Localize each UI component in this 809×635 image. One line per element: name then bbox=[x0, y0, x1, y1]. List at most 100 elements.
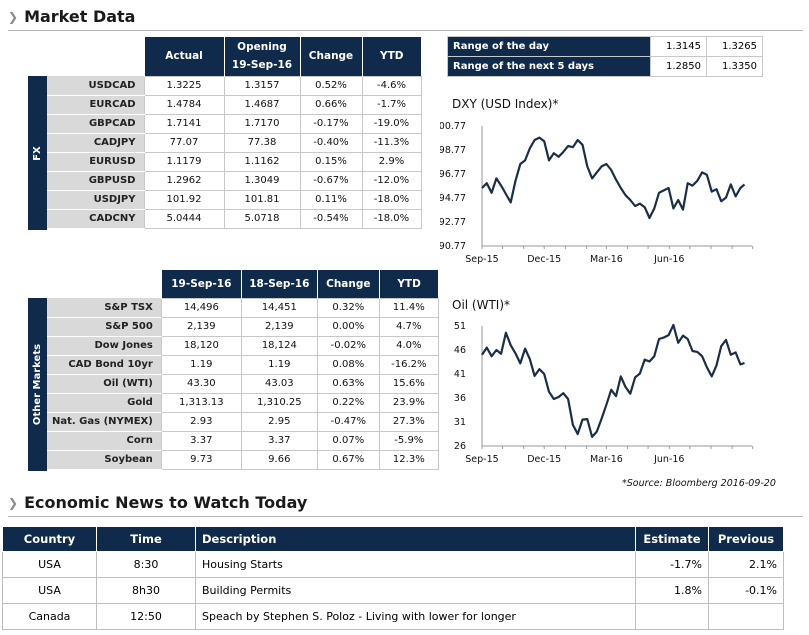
fx-actual-cell: 101.92 bbox=[143, 189, 225, 210]
oil-y-tick-label: 51 bbox=[454, 321, 466, 332]
other-change-cell: 0.07% bbox=[316, 430, 380, 451]
other-change-cell: 0.00% bbox=[316, 316, 380, 337]
fx-row-label: USDJPY bbox=[47, 190, 144, 210]
fx-change-cell: -0.17% bbox=[299, 113, 363, 134]
dxy-y-tick-label: 100.77 bbox=[440, 121, 466, 132]
other-date2-cell: 18,124 bbox=[240, 335, 318, 356]
source-note: *Source: Bloomberg 2016-09-20 bbox=[622, 478, 776, 489]
news-description-cell: Speach by Stephen S. Poloz - Living with… bbox=[195, 603, 636, 630]
range-row: Range of the day 1.3145 1.3265 bbox=[447, 36, 763, 57]
other-markets-row: S&P TSX 14,496 14,451 0.32% 11.4% bbox=[47, 297, 439, 318]
other-date2-cell: 3.37 bbox=[240, 430, 318, 451]
range-label: Range of the next 5 days bbox=[447, 56, 651, 77]
other-ytd-cell: 11.4% bbox=[378, 297, 439, 318]
fx-header-ytd: YTD bbox=[361, 37, 421, 76]
news-description-cell: Housing Starts bbox=[195, 551, 636, 578]
news-header-time: Time bbox=[96, 526, 196, 552]
other-date1-cell: 43.30 bbox=[160, 373, 242, 394]
fx-change-cell: 0.66% bbox=[299, 94, 363, 115]
other-row-label: S&P TSX bbox=[47, 298, 162, 318]
fx-change-cell: -0.67% bbox=[299, 170, 363, 191]
other-row-label: S&P 500 bbox=[47, 317, 162, 337]
fx-actual-cell: 77.07 bbox=[143, 132, 225, 153]
fx-header-opening: Opening 19-Sep-16 bbox=[223, 37, 300, 76]
fx-row: CADCNY 5.0444 5.0718 -0.54% -18.0% bbox=[47, 208, 422, 229]
other-date1-cell: 9.73 bbox=[160, 449, 242, 470]
news-estimate-cell bbox=[635, 603, 709, 630]
other-date2-cell: 2.95 bbox=[240, 411, 318, 432]
other-change-cell: -0.02% bbox=[316, 335, 380, 356]
other-row-label: Nat. Gas (NYMEX) bbox=[47, 412, 162, 432]
fx-opening-cell: 101.81 bbox=[223, 189, 301, 210]
fx-actual-cell: 1.2962 bbox=[143, 170, 225, 191]
dxy-y-tick-label: 90.77 bbox=[440, 241, 466, 252]
oil-x-tick-label: Jun-16 bbox=[653, 454, 684, 465]
fx-ytd-cell: -11.3% bbox=[361, 132, 422, 153]
market-data-title: Market Data bbox=[24, 7, 136, 26]
fx-opening-cell: 1.4687 bbox=[223, 94, 301, 115]
fx-change-cell: 0.11% bbox=[299, 189, 363, 210]
fx-header-opening-line2: 19-Sep-16 bbox=[231, 59, 293, 72]
fx-row-label: EURCAD bbox=[47, 95, 144, 115]
fx-table: Actual Opening 19-Sep-16 Change YTD USDC… bbox=[47, 37, 422, 229]
dxy-series-line bbox=[481, 136, 746, 220]
fx-change-cell: -0.40% bbox=[299, 132, 363, 153]
fx-ytd-cell: -12.0% bbox=[361, 170, 422, 191]
fx-opening-cell: 1.3157 bbox=[223, 75, 301, 96]
other-date2-cell: 2,139 bbox=[240, 316, 318, 337]
range-low: 1.3145 bbox=[650, 36, 707, 57]
other-ytd-cell: 27.3% bbox=[378, 411, 439, 432]
other-change-cell: 0.08% bbox=[316, 354, 380, 375]
news-time-cell: 12:50 bbox=[96, 603, 196, 630]
fx-row-label: EURUSD bbox=[47, 152, 144, 172]
news-country-cell: USA bbox=[2, 551, 97, 578]
other-date1-cell: 2,139 bbox=[160, 316, 242, 337]
other-markets-row: Oil (WTI) 43.30 43.03 0.63% 15.6% bbox=[47, 373, 439, 394]
oil-y-tick-label: 46 bbox=[454, 345, 466, 356]
fx-row: GBPCAD 1.7141 1.7170 -0.17% -19.0% bbox=[47, 113, 422, 134]
other-date2-cell: 1,310.25 bbox=[240, 392, 318, 413]
other-header-ytd: YTD bbox=[378, 270, 439, 298]
other-ytd-cell: -16.2% bbox=[378, 354, 439, 375]
other-date2-cell: 1.19 bbox=[240, 354, 318, 375]
other-ytd-cell: 12.3% bbox=[378, 449, 439, 470]
range-row: Range of the next 5 days 1.2850 1.3350 bbox=[447, 56, 763, 77]
fx-row: USDJPY 101.92 101.81 0.11% -18.0% bbox=[47, 189, 422, 210]
range-high: 1.3350 bbox=[706, 56, 763, 77]
news-row: USA 8h30 Building Permits 1.8% -0.1% bbox=[2, 577, 784, 604]
fx-actual-cell: 1.3225 bbox=[143, 75, 225, 96]
fx-change-cell: -0.54% bbox=[299, 208, 363, 229]
news-estimate-cell: -1.7% bbox=[635, 551, 709, 578]
news-country-cell: Canada bbox=[2, 603, 97, 630]
other-change-cell: 0.67% bbox=[316, 449, 380, 470]
news-country-cell: USA bbox=[2, 577, 97, 604]
fx-table-body: USDCAD 1.3225 1.3157 0.52% -4.6% EURCAD 1.4784… bbox=[47, 75, 422, 229]
other-header-change: Change bbox=[316, 270, 380, 298]
news-previous-cell: -0.1% bbox=[708, 577, 784, 604]
oil-chart-title: Oil (WTI)* bbox=[452, 298, 511, 312]
other-markets-row: S&P 500 2,139 2,139 0.00% 4.7% bbox=[47, 316, 439, 337]
other-date1-cell: 3.37 bbox=[160, 430, 242, 451]
fx-opening-cell: 1.1162 bbox=[223, 151, 301, 172]
fx-row: USDCAD 1.3225 1.3157 0.52% -4.6% bbox=[47, 75, 422, 96]
other-change-cell: 0.32% bbox=[316, 297, 380, 318]
other-date1-cell: 14,496 bbox=[160, 297, 242, 318]
news-row: Canada 12:50 Speach by Stephen S. Poloz - … bbox=[2, 603, 784, 630]
fx-ytd-cell: -18.0% bbox=[361, 208, 422, 229]
fx-change-cell: 0.15% bbox=[299, 151, 363, 172]
oil-y-tick-label: 41 bbox=[454, 369, 466, 380]
other-date1-cell: 2.93 bbox=[160, 411, 242, 432]
news-time-cell: 8:30 bbox=[96, 551, 196, 578]
other-date1-cell: 1,313.13 bbox=[160, 392, 242, 413]
fx-ytd-cell: -18.0% bbox=[361, 189, 422, 210]
news-header-estimate: Estimate bbox=[635, 526, 709, 552]
dxy-y-tick-label: 96.77 bbox=[440, 169, 466, 180]
news-header-country: Country bbox=[2, 526, 97, 552]
other-header-date1: 19-Sep-16 bbox=[160, 270, 242, 298]
oil-y-tick-label: 26 bbox=[454, 441, 466, 452]
other-ytd-cell: 23.9% bbox=[378, 392, 439, 413]
chevron-right-icon: ❯ bbox=[8, 495, 19, 510]
dxy-y-tick-label: 94.77 bbox=[440, 193, 466, 204]
market-data-divider bbox=[8, 30, 803, 31]
other-markets-row: CAD Bond 10yr 1.19 1.19 0.08% -16.2% bbox=[47, 354, 439, 375]
